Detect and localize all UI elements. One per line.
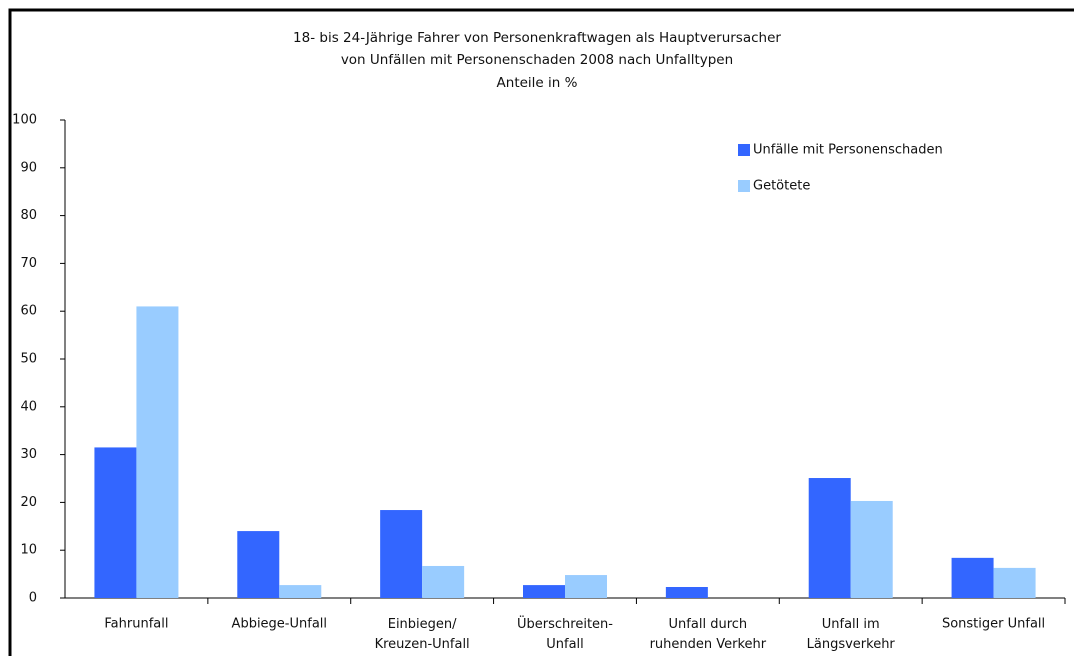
bar xyxy=(422,565,465,598)
x-tick-label: Unfall im Längsverkehr xyxy=(807,617,896,652)
legend-swatch xyxy=(738,144,750,156)
chart-title: 18- bis 24-Jährige Fahrer von Personenkr… xyxy=(293,30,781,46)
y-tick-label: 90 xyxy=(20,160,37,175)
bar xyxy=(850,500,893,598)
y-tick-label: 100 xyxy=(12,113,37,128)
x-tick-label: Fahrunfall xyxy=(104,617,168,632)
x-tick-label: Abbiege-Unfall xyxy=(232,617,327,632)
legend-label: Unfälle mit Personenschaden xyxy=(753,143,943,158)
y-tick-label: 30 xyxy=(20,447,37,462)
bar xyxy=(380,510,423,598)
bar xyxy=(665,587,708,598)
bar xyxy=(951,557,994,598)
y-tick-label: 80 xyxy=(20,208,37,223)
y-tick-label: 50 xyxy=(20,352,37,367)
y-tick-label: 70 xyxy=(20,256,37,271)
chart-subtitle: Anteile in % xyxy=(497,75,578,91)
chart-title-line2: von Unfällen mit Personenschaden 2008 na… xyxy=(341,52,733,68)
y-tick-label: 40 xyxy=(20,399,37,414)
y-tick-label: 0 xyxy=(29,591,37,606)
y-tick-label: 60 xyxy=(20,304,37,319)
bar xyxy=(136,306,179,598)
bar xyxy=(808,478,851,598)
x-tick-label: Einbiegen/Kreuzen-Unfall xyxy=(375,617,470,652)
y-tick-label: 10 xyxy=(20,543,37,558)
x-tick-label: Sonstiger Unfall xyxy=(942,617,1045,632)
x-tick-label: Unfall durch ruhenden Verkehr xyxy=(650,617,767,652)
y-tick-label: 20 xyxy=(20,495,37,510)
bar xyxy=(993,567,1036,598)
frame xyxy=(8,8,1074,656)
bar xyxy=(523,585,565,598)
legend-swatch xyxy=(738,180,750,192)
bar xyxy=(94,447,137,598)
bar xyxy=(565,575,607,598)
legend-label: Getötete xyxy=(753,179,810,194)
x-tick-label: Überschreiten-Unfall xyxy=(517,615,613,652)
bar xyxy=(237,531,280,598)
bar xyxy=(279,585,322,598)
